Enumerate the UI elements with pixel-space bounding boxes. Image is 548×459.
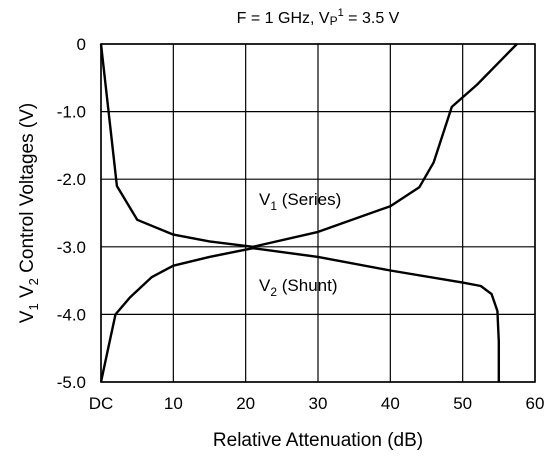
chart-title-superscript: 1	[338, 7, 344, 19]
x-tick-label-2: 20	[236, 394, 255, 413]
y-tick-label-2: -2.0	[57, 170, 86, 189]
x-tick-label-1: 10	[164, 394, 183, 413]
series-lines	[99, 43, 518, 383]
grid-lines	[100, 43, 536, 383]
y-tick-label-3: -3.0	[57, 238, 86, 257]
series-label-v2-sub: 2	[270, 285, 277, 299]
series-label-v2-v: V	[259, 276, 271, 295]
chart-title-subscript: P	[330, 14, 338, 28]
series-label-v2-text: (Shunt)	[277, 276, 337, 295]
y-tick-label-1: -1.0	[57, 103, 86, 122]
y-tick-label-4: -4.0	[57, 305, 86, 324]
y-tick-labels: 0 -1.0 -2.0 -3.0 -4.0 -5.0	[57, 35, 86, 392]
series-label-v1: V1 (Series)	[259, 190, 341, 213]
x-tick-label-5: 50	[453, 394, 472, 413]
x-tick-labels: DC 10 20 30 40 50 60	[89, 394, 545, 413]
x-tick-label-3: 30	[309, 394, 328, 413]
y-axis-label-rest: Control Voltages (V)	[17, 103, 38, 278]
x-tick-label-0: DC	[89, 394, 114, 413]
y-axis-label-v: V	[17, 310, 38, 323]
x-axis-label: Relative Attenuation (dB)	[213, 430, 423, 451]
plot-frame	[100, 43, 536, 383]
y-axis-label-sub2: 2	[26, 278, 41, 285]
x-tick-label-6: 60	[526, 394, 545, 413]
chart-title-tail: = 3.5 V	[344, 10, 400, 27]
series-line-v1-series	[99, 43, 518, 249]
chart-title: F = 1 GHz, VP1 = 3.5 V	[237, 7, 400, 28]
y-axis-label-sub1: 1	[26, 303, 41, 310]
series-label-v1-text: (Series)	[277, 190, 341, 209]
chart-title-main: F = 1 GHz, V	[237, 10, 330, 27]
series-label-v1-v: V	[259, 190, 271, 209]
y-tick-label-0: 0	[77, 35, 86, 54]
x-tick-label-4: 40	[381, 394, 400, 413]
series-label-v2: V2 (Shunt)	[259, 276, 338, 299]
series-label-v1-sub: 1	[270, 199, 277, 213]
y-axis-label: V1 V2 Control Voltages (V)	[17, 103, 41, 323]
series-line-v2-shunt	[99, 246, 500, 383]
y-axis-label-v2: V	[17, 285, 38, 303]
y-tick-label-5: -5.0	[57, 373, 86, 392]
